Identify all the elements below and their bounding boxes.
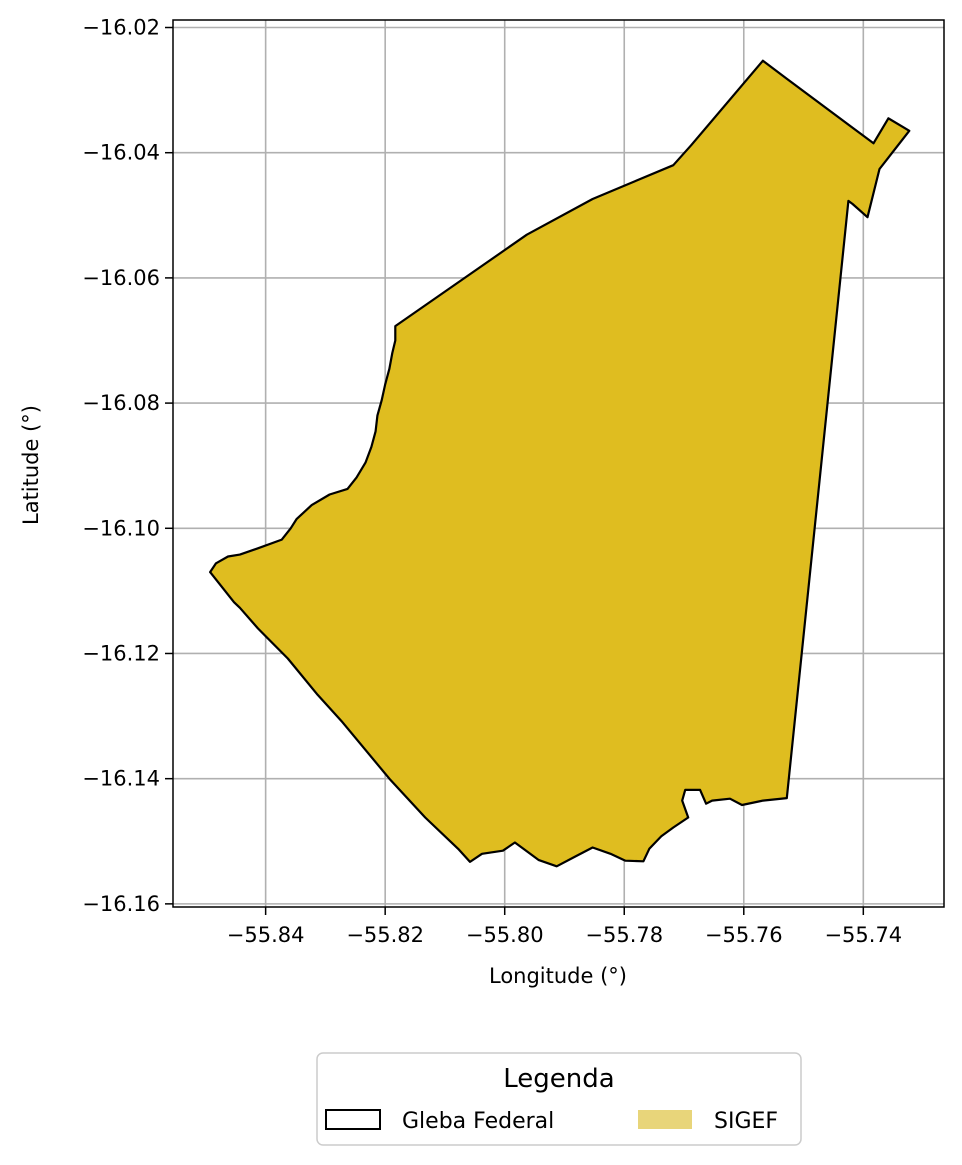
y-tick-label: −16.12 <box>82 641 160 665</box>
y-tick-label: −16.14 <box>82 767 160 791</box>
y-tick-label: −16.04 <box>82 141 160 165</box>
gleba-federal-outline <box>209 59 911 868</box>
y-tick-label: −16.08 <box>82 391 160 415</box>
y-tick-label: −16.02 <box>82 16 160 40</box>
map-layers <box>209 59 911 868</box>
legend-swatch-sigef <box>638 1110 692 1129</box>
x-tick-label: −55.80 <box>466 923 544 947</box>
x-tick-label: −55.84 <box>227 923 305 947</box>
x-axis-ticks: −55.84 −55.82 −55.80 −55.78 −55.76 −55.74 <box>227 907 902 947</box>
legend-label-gleba-federal: Gleba Federal <box>402 1109 554 1134</box>
x-tick-label: −55.74 <box>824 923 902 947</box>
y-tick-label: −16.16 <box>82 892 160 916</box>
x-tick-label: −55.76 <box>705 923 783 947</box>
legend: Legenda Gleba Federal SIGEF <box>316 1052 802 1146</box>
legend-title: Legenda <box>503 1064 614 1094</box>
y-tick-label: −16.10 <box>82 516 160 540</box>
sigef-polygon <box>210 60 910 867</box>
plot-frame <box>172 19 945 908</box>
x-axis-label: Longitude (°) <box>489 964 627 988</box>
y-tick-label: −16.06 <box>82 266 160 290</box>
legend-label-sigef: SIGEF <box>714 1109 778 1134</box>
legend-swatch-gleba-federal <box>325 1109 381 1130</box>
x-tick-label: −55.82 <box>346 923 424 947</box>
y-axis-ticks: −16.02 −16.04 −16.06 −16.08 −16.10 −16.12 −16.… <box>82 16 173 916</box>
y-axis-label: Latitude (°) <box>19 405 43 525</box>
x-tick-label: −55.78 <box>585 923 663 947</box>
